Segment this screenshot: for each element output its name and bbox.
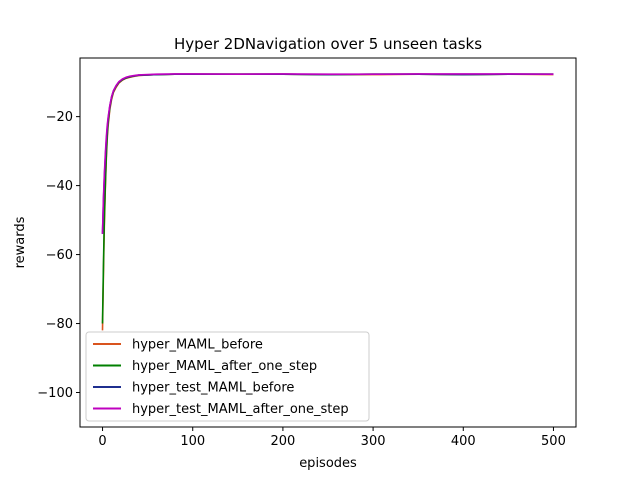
series-line-1: [101, 73, 554, 324]
legend-label: hyper_MAML_after_one_step: [132, 359, 317, 374]
y-tick-label: −100: [37, 386, 73, 401]
y-tick-label: −80: [46, 317, 73, 332]
legend-label: hyper_MAML_before: [132, 338, 263, 353]
legend-box: [85, 331, 370, 422]
y-tick-label: −40: [46, 179, 73, 194]
x-tick-label: 200: [270, 434, 295, 449]
series-line-2: [101, 73, 554, 234]
x-axis-ticks: 0 100 200 300 400 500: [98, 427, 566, 449]
plot-frame: [79, 57, 577, 428]
y-axis-ticks: −100 −80 −60 −40 −20: [37, 110, 80, 401]
legend-label: hyper_test_MAML_after_one_step: [132, 402, 349, 417]
x-tick-label: 500: [541, 434, 566, 449]
x-tick-label: 100: [180, 434, 205, 449]
x-tick-label: 0: [98, 434, 106, 449]
x-tick-label: 300: [361, 434, 386, 449]
series-line-0: [101, 73, 554, 331]
y-tick-label: −20: [46, 110, 73, 125]
legend: hyper_MAML_before hyper_MAML_after_one_st…: [85, 331, 370, 422]
plot-lines: [101, 73, 554, 331]
y-axis-label: rewards: [13, 216, 28, 268]
legend-label: hyper_test_MAML_before: [132, 381, 294, 396]
y-tick-label: −60: [46, 248, 73, 263]
x-axis-label: episodes: [299, 456, 357, 471]
chart-title: Hyper 2DNavigation over 5 unseen tasks: [174, 35, 482, 53]
series-line-3: [101, 73, 554, 234]
x-tick-label: 400: [451, 434, 476, 449]
